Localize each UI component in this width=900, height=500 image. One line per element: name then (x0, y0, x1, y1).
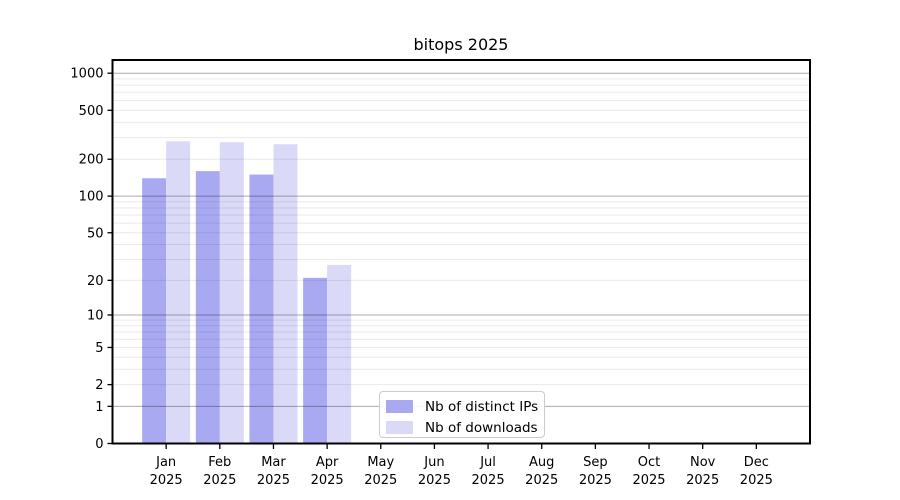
x-tick-label-aug-2025: Aug 2025 (525, 455, 558, 488)
y-axis: 0 1 2 5 10 20 50 100 200 500 1000 (70, 67, 112, 452)
x-axis: Jan 2025 Feb 2025 Mar 2025 Apr 2025 May 2025 Jun 20… (150, 444, 773, 488)
legend-label-distinct-ips: Nb of distinct IPs (425, 398, 539, 415)
axes-spines (111, 59, 811, 445)
legend-label-downloads: Nb of downloads (425, 419, 538, 436)
legend-swatch-distinct-ips (386, 400, 413, 413)
x-tick-label-apr-2025: Apr 2025 (311, 455, 344, 488)
x-tick-label-nov-2025: Nov 2025 (686, 455, 719, 488)
y-tick-label-200: 200 (79, 153, 104, 168)
legend-item-downloads: Nb of downloads (386, 418, 538, 437)
y-tick-label-50: 50 (87, 226, 104, 241)
bar-nb-of-downloads-feb-2025 (219, 142, 244, 444)
grid-layer (112, 72, 810, 407)
legend-item-distinct-ips: Nb of distinct IPs (386, 397, 539, 416)
legend-swatch-downloads (386, 421, 413, 434)
bar-nb-of-distinct-ips-apr-2025 (303, 277, 328, 444)
x-tick-label-jul-2025: Jul 2025 (472, 455, 505, 488)
bar-nb-of-distinct-ips-mar-2025 (249, 174, 274, 444)
x-tick-label-dec-2025: Dec 2025 (740, 455, 773, 488)
x-tick-label-may-2025: May 2025 (364, 455, 397, 488)
y-tick-label-100: 100 (79, 190, 104, 205)
y-tick-label-10: 10 (87, 308, 104, 323)
bar-nb-of-downloads-mar-2025 (273, 144, 298, 444)
y-tick-label-500: 500 (79, 104, 104, 119)
x-tick-label-sep-2025: Sep 2025 (579, 455, 612, 488)
y-tick-label-0: 0 (95, 437, 103, 452)
legend: Nb of distinct IPs Nb of downloads (379, 391, 545, 438)
bar-nb-of-distinct-ips-feb-2025 (195, 171, 220, 444)
y-tick-label-5: 5 (95, 341, 103, 356)
x-tick-label-jun-2025: Jun 2025 (418, 455, 451, 488)
y-tick-label-20: 20 (87, 274, 104, 289)
x-tick-label-oct-2025: Oct 2025 (632, 455, 665, 488)
y-tick-label-1000: 1000 (70, 67, 103, 82)
x-tick-label-jan-2025: Jan 2025 (150, 455, 183, 488)
y-tick-label-2: 2 (95, 378, 103, 393)
bars-layer (142, 141, 352, 444)
bar-nb-of-downloads-jan-2025 (166, 141, 191, 444)
bar-nb-of-distinct-ips-jan-2025 (142, 178, 167, 444)
x-tick-label-feb-2025: Feb 2025 (203, 455, 236, 488)
y-tick-label-1: 1 (95, 400, 103, 415)
bar-nb-of-downloads-apr-2025 (327, 264, 352, 444)
x-tick-label-mar-2025: Mar 2025 (257, 455, 290, 488)
chart-title: bitops 2025 (413, 35, 509, 54)
